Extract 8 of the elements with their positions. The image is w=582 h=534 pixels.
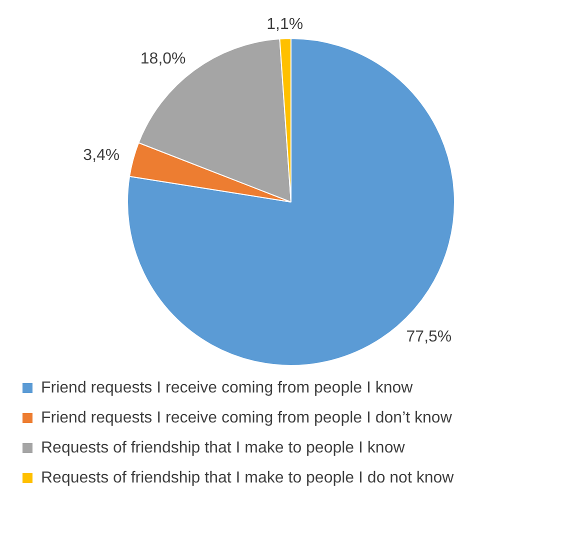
- legend-label: Friend requests I receive coming from people I know: [41, 379, 414, 396]
- legend-label: Friend requests I receive coming from people I don’t know: [41, 409, 452, 426]
- legend-label: Requests of friendship that I make to people I know: [41, 439, 406, 456]
- legend-label: Requests of friendship that I make to people I do not know: [41, 469, 454, 486]
- data-label: 18,0%: [140, 50, 186, 68]
- data-label: 1,1%: [266, 16, 304, 34]
- data-label: 3,4%: [83, 147, 120, 164]
- data-label: 77,5%: [406, 328, 452, 346]
